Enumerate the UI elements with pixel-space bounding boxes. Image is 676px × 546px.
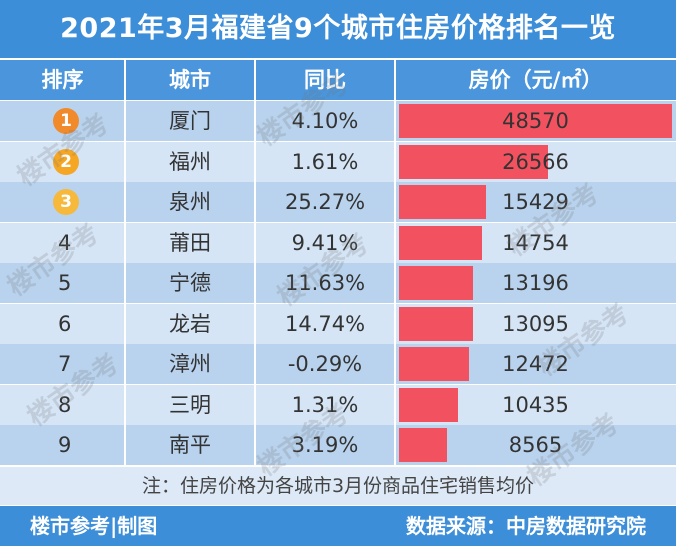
price-label: 8565 [508,433,563,457]
footer-credit: 楼市参考|制图 [30,514,158,538]
price-cell: 13095 [395,304,676,344]
yoy-cell: 1.61% [291,149,359,174]
city-cell: 三明 [169,392,211,417]
table-row: 9 南平 3.19% 8565 [0,425,676,465]
yoy-cell: 25.27% [284,190,366,214]
rank-cell: 7 [58,352,72,376]
table-header: 排序 城市 同比 房价（元/㎡） [0,60,676,100]
price-cell: 15429 [395,182,676,222]
header-city: 城市 [169,68,211,92]
city-cell: 莆田 [169,230,211,255]
yoy-cell: 9.41% [291,230,359,255]
yoy-cell: 3.19% [291,433,359,457]
price-cell: 12472 [395,344,676,384]
table-row: 3 泉州 25.27% 15429 [0,182,676,222]
price-cell: 14754 [395,223,676,263]
column-divider [254,60,256,466]
rank-medal-icon: 3 [53,189,79,215]
yoy-cell: 14.74% [284,311,366,336]
city-cell: 龙岩 [169,311,211,336]
rank-cell: 3 [0,182,125,222]
price-label: 10435 [502,392,569,417]
price-label: 15429 [502,190,569,214]
price-bar [399,306,473,341]
price-label: 13196 [502,271,569,295]
rank-medal-icon: 2 [53,148,79,175]
rank-cell: 5 [58,271,72,295]
rank-cell: 8 [58,392,72,417]
rank-medal-icon: 1 [53,108,79,134]
page-title: 2021年3月福建省9个城市住房价格排名一览 [0,0,676,58]
price-cell: 13196 [395,263,676,303]
rank-cell: 6 [58,311,72,336]
price-cell: 26566 [395,142,676,182]
price-bar [399,347,469,381]
table-row: 6 龙岩 14.74% 13095 [0,303,676,344]
header-yoy: 同比 [304,68,346,92]
price-cell: 48570 [395,101,676,141]
table-row: 8 三明 1.31% 10435 [0,384,676,425]
price-bar [399,387,458,422]
rank-cell: 1 [0,101,125,141]
rank-cell: 4 [58,230,72,255]
price-label: 12472 [502,352,569,376]
city-cell: 漳州 [169,352,211,376]
footer: 楼市参考|制图 数据来源：中房数据研究院 [0,506,676,546]
yoy-cell: 11.63% [284,271,366,295]
city-cell: 南平 [169,433,211,457]
city-cell: 厦门 [169,109,211,133]
yoy-cell: 4.10% [291,109,359,133]
city-cell: 宁德 [169,271,211,295]
rank-cell: 2 [0,142,125,182]
rank-cell: 9 [58,433,72,457]
price-label: 14754 [502,230,569,255]
yoy-cell: 1.31% [291,392,359,417]
footer-source: 数据来源：中房数据研究院 [406,514,646,538]
header-price: 房价（元/㎡） [468,68,603,92]
city-cell: 泉州 [169,190,211,214]
price-label: 48570 [502,109,569,133]
price-label: 26566 [502,149,569,174]
table-row: 7 漳州 -0.29% 12472 [0,344,676,384]
header-rank: 排序 [41,68,84,92]
price-bar [399,144,548,179]
table-note: 注：住房价格为各城市3月份商品住宅销售均价 [0,467,676,505]
price-bar [399,104,672,138]
price-bar [399,428,447,462]
table-row: 2 福州 1.61% 26566 [0,141,676,182]
price-bar [399,185,486,219]
price-bar [399,225,482,260]
price-cell: 8565 [395,425,676,465]
column-divider [124,60,126,466]
yoy-cell: -0.29% [287,352,363,376]
table-row: 1 厦门 4.10% 48570 [0,101,676,141]
price-label: 13095 [502,311,569,336]
table-row: 5 宁德 11.63% 13196 [0,263,676,303]
price-cell: 10435 [395,385,676,425]
table-row: 4 莆田 9.41% 14754 [0,222,676,263]
column-divider [394,60,396,466]
price-bar [399,266,473,300]
city-cell: 福州 [169,149,211,174]
